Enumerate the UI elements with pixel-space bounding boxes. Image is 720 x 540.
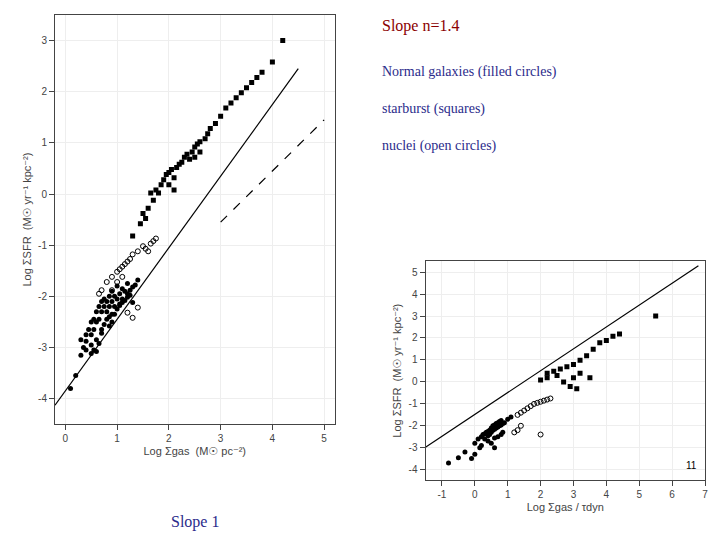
svg-text:-3: -3 xyxy=(38,342,47,353)
svg-text:Slope n=1.4: Slope n=1.4 xyxy=(382,17,459,35)
svg-text:2: 2 xyxy=(412,332,418,343)
svg-text:2: 2 xyxy=(41,86,47,97)
svg-text:5: 5 xyxy=(321,433,327,444)
svg-text:5: 5 xyxy=(412,267,418,278)
svg-text:3: 3 xyxy=(41,35,47,46)
svg-text:-4: -4 xyxy=(409,464,418,475)
svg-text:Normal galaxies (filled circle: Normal galaxies (filled circles) xyxy=(382,64,557,80)
svg-text:6: 6 xyxy=(669,489,675,500)
svg-text:3: 3 xyxy=(571,489,577,500)
svg-text:0: 0 xyxy=(63,433,69,444)
svg-text:0: 0 xyxy=(412,376,418,387)
svg-text:Log ΣSFR (M☉ yr⁻¹ kpc⁻²): Log ΣSFR (M☉ yr⁻¹ kpc⁻²) xyxy=(391,304,403,438)
svg-text:7: 7 xyxy=(702,489,708,500)
svg-text:2: 2 xyxy=(538,489,544,500)
svg-text:1: 1 xyxy=(505,489,511,500)
svg-text:3: 3 xyxy=(412,311,418,322)
svg-text:1: 1 xyxy=(412,354,418,365)
svg-text:-2: -2 xyxy=(38,291,47,302)
svg-text:Log Σgas (M☉ pc⁻²): Log Σgas (M☉ pc⁻²) xyxy=(143,445,246,457)
svg-text:4: 4 xyxy=(270,433,276,444)
svg-text:0: 0 xyxy=(41,189,47,200)
svg-text:-1: -1 xyxy=(409,398,418,409)
svg-text:3: 3 xyxy=(218,433,224,444)
svg-text:starburst (squares): starburst (squares) xyxy=(382,101,485,117)
svg-text:-2: -2 xyxy=(409,420,418,431)
svg-text:1: 1 xyxy=(41,137,47,148)
svg-text:5: 5 xyxy=(636,489,642,500)
svg-text:0: 0 xyxy=(472,489,478,500)
svg-text:2: 2 xyxy=(166,433,172,444)
svg-text:4: 4 xyxy=(604,489,610,500)
svg-text:11: 11 xyxy=(686,460,697,471)
svg-text:-1: -1 xyxy=(38,240,47,251)
svg-text:Slope 1: Slope 1 xyxy=(171,513,219,531)
svg-text:Log ΣSFR (M☉ yr⁻¹ kpc⁻²): Log ΣSFR (M☉ yr⁻¹ kpc⁻²) xyxy=(21,153,33,287)
svg-text:-4: -4 xyxy=(38,393,47,404)
svg-text:Log Σgas / τdyn: Log Σgas / τdyn xyxy=(527,501,604,513)
svg-text:4: 4 xyxy=(412,289,418,300)
svg-text:-1: -1 xyxy=(437,489,446,500)
svg-text:nuclei (open circles): nuclei (open circles) xyxy=(382,138,497,154)
svg-text:1: 1 xyxy=(114,433,120,444)
svg-text:-3: -3 xyxy=(409,442,418,453)
